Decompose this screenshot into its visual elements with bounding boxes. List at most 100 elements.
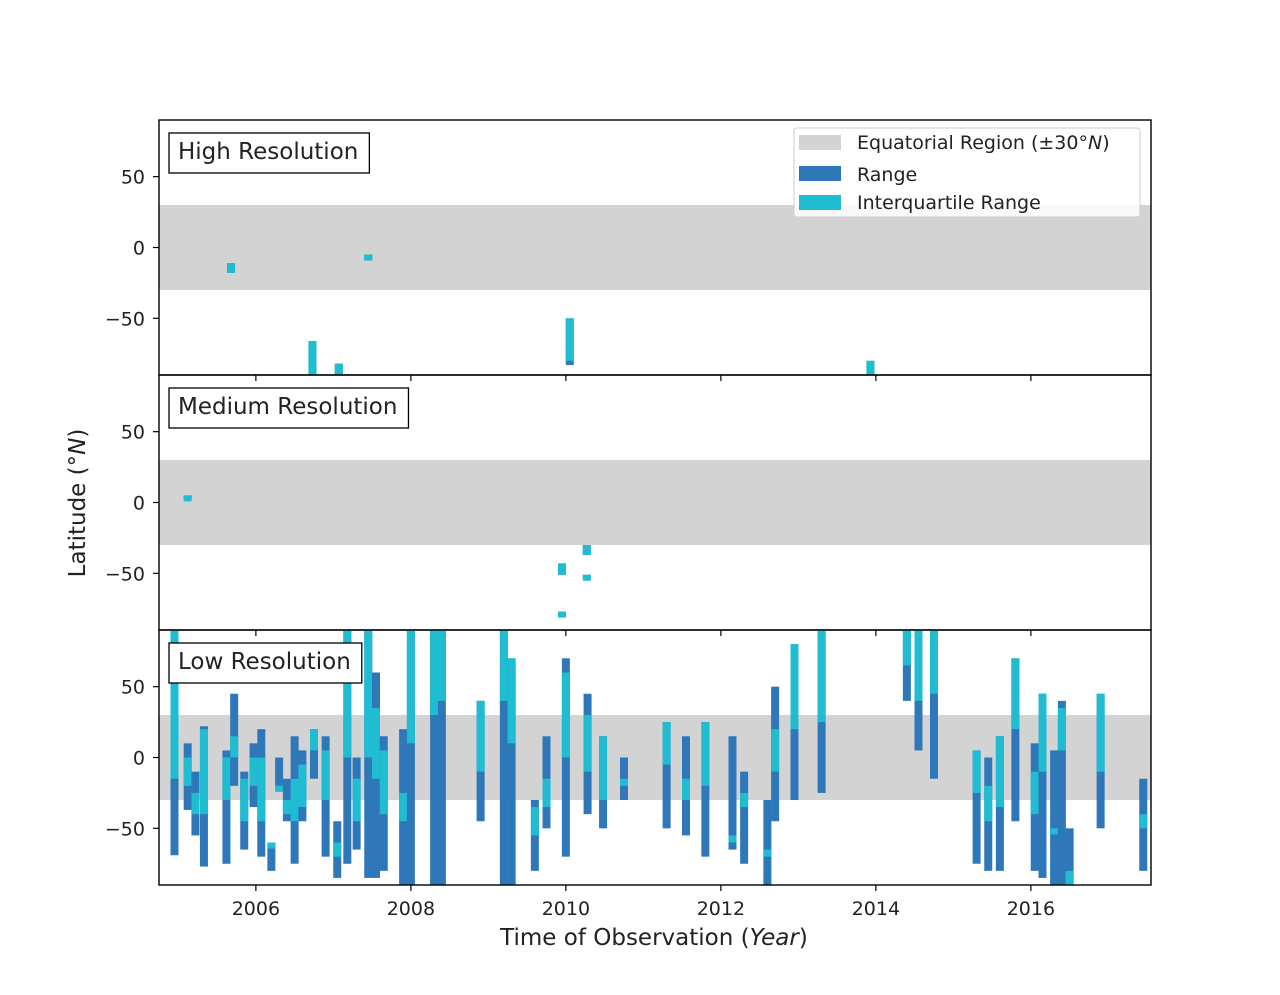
iqr-bar	[1050, 828, 1059, 835]
range-bar	[507, 658, 516, 885]
iqr-bar	[507, 658, 516, 744]
iqr-bar	[1065, 870, 1074, 885]
panel-3: 50 0 −50 2006 2008 2010 2012 2014 2016 Low Resolu…	[105, 629, 1152, 920]
y-tick-label: 0	[133, 748, 145, 770]
range-bar	[1065, 828, 1074, 885]
x-axis-unit: Year	[750, 925, 801, 951]
iqr-bar	[582, 574, 591, 581]
iqr-bar	[1030, 771, 1039, 815]
iqr-bar	[290, 778, 299, 822]
panel-label-box	[168, 387, 410, 429]
range-bar	[701, 722, 710, 857]
iqr-bar	[1057, 707, 1066, 751]
iqr-bar	[437, 630, 446, 701]
iqr-bar	[817, 630, 826, 723]
iqr-bar	[333, 842, 342, 857]
x-axis-title: Time of Observation (Year)	[499, 925, 808, 951]
panel-label-box	[168, 132, 371, 174]
x-tick-label: 2012	[697, 898, 745, 920]
iqr-bar	[191, 792, 200, 815]
iqr-bar	[771, 729, 780, 772]
range-bar	[406, 630, 415, 885]
iqr-bar	[790, 644, 799, 730]
range-bar	[222, 750, 231, 864]
iqr-bar	[583, 715, 592, 772]
iqr-bar	[972, 750, 981, 793]
y-tick-label: 50	[121, 167, 145, 189]
panel-label: High Resolution	[178, 139, 358, 165]
iqr-bar	[352, 778, 361, 822]
iqr-bar	[763, 849, 772, 857]
iqr-bar	[1139, 814, 1148, 829]
iqr-bar	[199, 729, 208, 815]
iqr-bar	[984, 785, 993, 822]
legend: Equatorial Region (±30°N) Range Interqua…	[793, 127, 1141, 218]
iqr-bar	[582, 545, 591, 555]
range-bar	[437, 630, 446, 885]
iqr-bar	[995, 736, 1004, 808]
iqr-bar	[728, 835, 737, 843]
iqr-bar	[740, 792, 749, 808]
range-bar	[1050, 750, 1059, 885]
iqr-bar	[183, 757, 192, 786]
range-bar	[267, 842, 276, 871]
y-tick-label: 50	[121, 677, 145, 699]
iqr-bar	[308, 341, 317, 375]
iqr-bar	[399, 792, 408, 822]
iqr-bar	[364, 254, 373, 261]
legend-box	[793, 127, 1141, 218]
y-tick-label: −50	[105, 563, 145, 585]
bar-group	[183, 495, 591, 618]
y-axis-unit: N	[65, 438, 91, 455]
iqr-bar	[558, 611, 566, 618]
iqr-bar	[267, 842, 276, 849]
panel-label: Medium Resolution	[178, 394, 397, 420]
x-tick-label: 2014	[852, 898, 900, 920]
bar-group	[227, 254, 875, 375]
iqr-bar	[476, 700, 485, 772]
iqr-bar	[1038, 693, 1047, 772]
y-tick-label: −50	[105, 308, 145, 330]
legend-label-iqr: Interquartile Range	[857, 192, 1041, 214]
legend-swatch-range	[799, 166, 841, 181]
iqr-bar	[1096, 693, 1105, 772]
iqr-bar	[183, 495, 192, 502]
iqr-bar	[240, 778, 249, 822]
iqr-bar	[902, 630, 911, 666]
panels: 50 0 −50 High Resolution 50 0 −50 Medium Resolu…	[105, 119, 1152, 920]
y-tick-label: 0	[133, 238, 145, 260]
iqr-bar	[866, 360, 875, 375]
iqr-bar	[930, 630, 938, 694]
y-tick-label: −50	[105, 818, 145, 840]
range-bar	[1057, 700, 1066, 885]
iqr-bar	[343, 630, 352, 758]
y-tick-label: 50	[121, 422, 145, 444]
equatorial-band	[159, 205, 1151, 290]
iqr-bar	[565, 318, 574, 361]
x-tick-label: 2006	[232, 898, 280, 920]
iqr-bar	[222, 757, 231, 800]
range-bar	[972, 750, 981, 864]
range-bar	[275, 757, 284, 786]
iqr-bar	[701, 722, 710, 786]
range-bar	[310, 729, 318, 779]
legend-swatch-iqr	[799, 195, 841, 210]
panel-label: Low Resolution	[178, 649, 351, 675]
iqr-bar	[321, 750, 330, 800]
iqr-bar	[558, 563, 566, 575]
legend-label-range: Range	[857, 164, 917, 186]
iqr-bar	[227, 263, 236, 273]
iqr-bar	[379, 750, 388, 815]
x-tick-label: 2016	[1007, 898, 1055, 920]
iqr-bar	[298, 764, 307, 808]
x-tick-label: 2010	[542, 898, 590, 920]
range-bar	[740, 771, 749, 864]
iqr-bar	[230, 736, 239, 758]
iqr-bar	[662, 722, 671, 765]
range-bar	[763, 800, 772, 885]
range-bar	[728, 736, 737, 850]
range-bar	[1011, 658, 1020, 822]
range-bar	[662, 722, 671, 829]
iqr-bar	[282, 800, 291, 815]
